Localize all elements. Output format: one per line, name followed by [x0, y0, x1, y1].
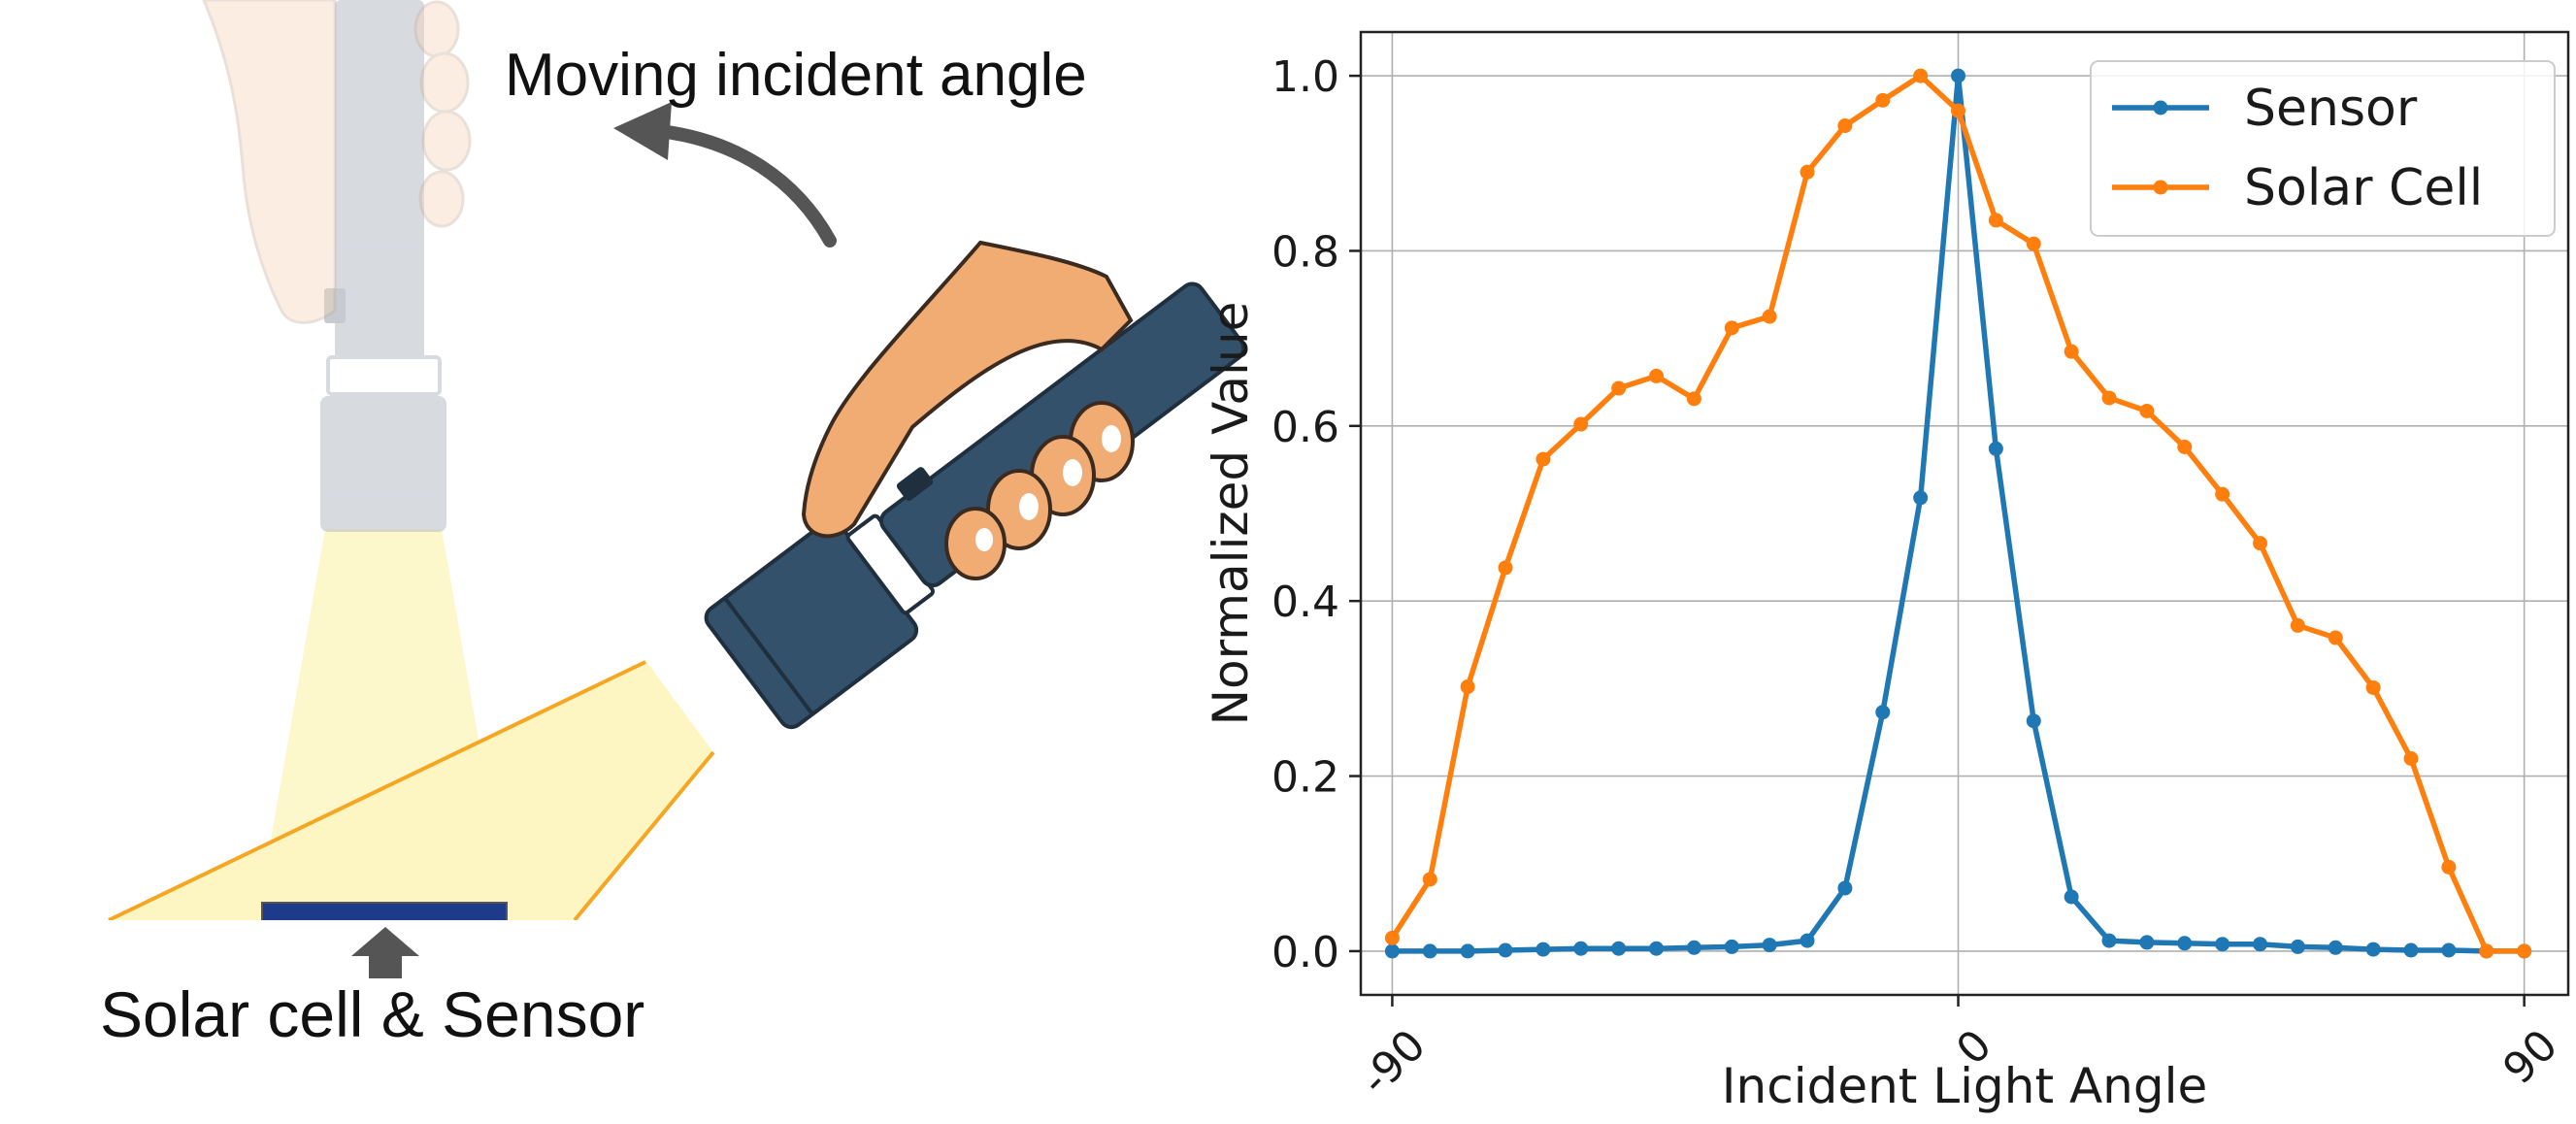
- data-point-sensor: [1573, 941, 1589, 956]
- top-label: Moving incident angle: [505, 42, 1087, 109]
- y-tick-label: 0.4: [1271, 578, 1339, 627]
- legend-marker-solar-cell: [2153, 180, 2168, 195]
- data-point-sensor: [2101, 933, 2117, 948]
- data-point-sensor: [2403, 942, 2419, 958]
- data-point-solar-cell: [2253, 536, 2268, 551]
- plot-frame: [1359, 30, 2570, 997]
- data-point-sensor: [2441, 942, 2457, 958]
- data-point-sensor: [1422, 943, 1437, 959]
- light-beam: [109, 660, 713, 920]
- beam-edge-upper: [108, 660, 646, 922]
- data-point-sensor: [1460, 943, 1475, 959]
- data-point-sensor: [1724, 939, 1739, 954]
- data-point-solar-cell: [2365, 679, 2381, 695]
- data-point-solar-cell: [1837, 117, 1853, 133]
- y-tick-label: 1.0: [1271, 52, 1339, 102]
- data-point-solar-cell: [2517, 943, 2532, 959]
- y-axis-label: Normalized Value: [1203, 302, 1259, 726]
- data-point-solar-cell: [1422, 872, 1437, 887]
- data-point-sensor: [1611, 941, 1627, 956]
- data-point-solar-cell: [2101, 390, 2117, 406]
- data-point-sensor: [2215, 937, 2230, 952]
- data-point-sensor: [1875, 705, 1891, 720]
- data-point-sensor: [2328, 940, 2343, 955]
- data-point-sensor: [1800, 933, 1815, 948]
- data-point-sensor: [1536, 942, 1551, 957]
- data-point-sensor: [1384, 943, 1400, 959]
- data-point-solar-cell: [1686, 391, 1701, 407]
- data-point-solar-cell: [1951, 103, 1966, 118]
- data-point-solar-cell: [1988, 213, 2003, 228]
- data-point-solar-cell: [2290, 617, 2305, 633]
- bottom-label: Solar cell & Sensor: [100, 978, 644, 1050]
- solar-cell-icon: [261, 902, 508, 923]
- data-point-sensor: [2026, 713, 2041, 729]
- data-point-sensor: [2064, 889, 2079, 905]
- data-point-sensor: [1686, 940, 1701, 955]
- data-point-solar-cell: [2403, 751, 2419, 767]
- data-point-sensor: [2139, 935, 2155, 950]
- data-point-solar-cell: [1573, 416, 1589, 432]
- data-point-solar-cell: [1649, 368, 1665, 383]
- data-point-solar-cell: [1611, 380, 1627, 396]
- y-tick-label: 0.8: [1271, 227, 1339, 277]
- data-point-solar-cell: [1384, 930, 1400, 945]
- curved-arrow-icon: [613, 102, 837, 248]
- series-sensor: [1384, 68, 2532, 959]
- data-point-solar-cell: [1724, 320, 1739, 336]
- legend: Sensor Solar Cell: [2090, 60, 2556, 237]
- legend-label-solar-cell: Solar Cell: [2244, 159, 2483, 217]
- x-axis-label: Incident Light Angle: [1722, 1058, 2207, 1114]
- data-point-sensor: [1498, 942, 1513, 958]
- x-tick-label: -90: [1351, 1020, 1436, 1105]
- series-layer: [1384, 68, 2532, 959]
- up-arrow-icon: [351, 927, 419, 978]
- data-point-solar-cell: [2064, 344, 2079, 359]
- faded-flashlight-icon: [320, 0, 446, 532]
- data-point-solar-cell: [2139, 403, 2155, 418]
- data-point-solar-cell: [1536, 451, 1551, 467]
- data-point-sensor: [2365, 942, 2381, 957]
- data-point-solar-cell: [1875, 92, 1891, 108]
- data-point-solar-cell: [1498, 560, 1513, 576]
- data-point-sensor: [1837, 880, 1853, 896]
- data-point-sensor: [2290, 939, 2305, 954]
- y-axis: 0.0 0.2 0.4 0.6 0.8 1.0: [1271, 52, 1361, 977]
- faded-hand-icon: [202, 0, 472, 324]
- line-chart: 0.00.20.40.60.81.0 -90 0 90 Incident Light…: [1203, 30, 2570, 1114]
- hand-icon: [801, 240, 1135, 580]
- data-point-solar-cell: [2328, 630, 2343, 645]
- data-point-solar-cell: [1913, 68, 1929, 83]
- legend-marker-sensor: [2153, 100, 2168, 116]
- y-tick-label: 0.0: [1271, 928, 1339, 977]
- y-tick-label: 0.2: [1271, 753, 1339, 803]
- x-tick-label: 90: [2493, 1020, 2567, 1094]
- data-point-solar-cell: [1762, 309, 1777, 324]
- data-point-sensor: [1951, 68, 1966, 83]
- data-point-solar-cell: [2215, 486, 2230, 502]
- beam-edge-lower: [573, 750, 715, 922]
- illustration: Moving incident angle Solar cell & Senso…: [0, 0, 1246, 1050]
- data-point-solar-cell: [1800, 164, 1815, 180]
- data-point-solar-cell: [2177, 439, 2193, 454]
- data-point-solar-cell: [2441, 859, 2457, 875]
- y-tick-label: 0.6: [1271, 403, 1339, 452]
- legend-label-sensor: Sensor: [2244, 80, 2418, 138]
- data-point-solar-cell: [1460, 679, 1475, 695]
- data-point-sensor: [1762, 938, 1777, 953]
- data-point-sensor: [1988, 441, 2003, 456]
- data-point-sensor: [1913, 490, 1929, 506]
- data-point-sensor: [2177, 936, 2193, 951]
- legend-box: [2090, 60, 2556, 237]
- series-solar-cell: [1384, 68, 2532, 959]
- data-point-solar-cell: [2479, 943, 2494, 959]
- data-point-sensor: [2253, 937, 2268, 952]
- data-point-solar-cell: [2026, 236, 2041, 251]
- data-point-sensor: [1649, 941, 1665, 956]
